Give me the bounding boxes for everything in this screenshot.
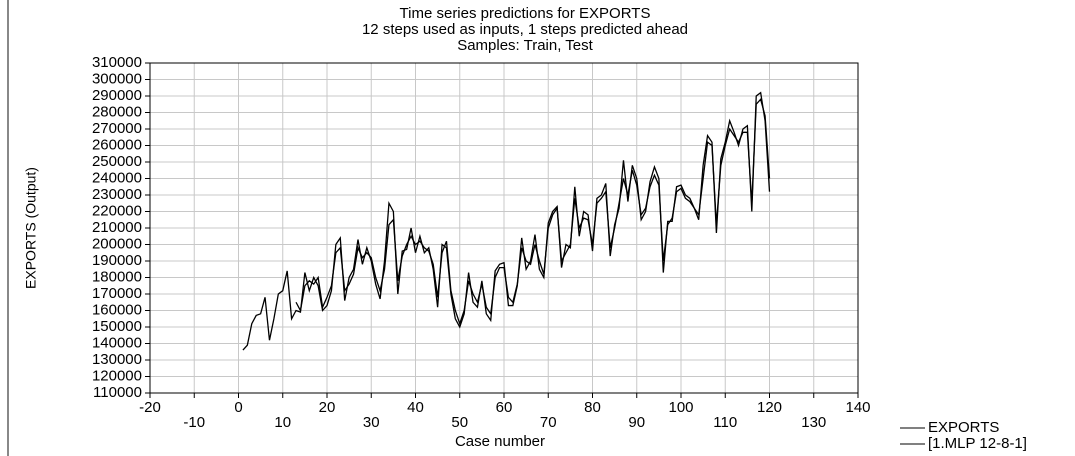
x-tick-label: 0 bbox=[234, 399, 242, 416]
y-tick-label: 300000 bbox=[92, 70, 142, 87]
x-tick-label: 100 bbox=[668, 399, 693, 416]
y-tick-label: 150000 bbox=[92, 318, 142, 335]
plot-frame bbox=[149, 62, 859, 394]
y-tick-label: 170000 bbox=[92, 285, 142, 302]
y-tick-label: 180000 bbox=[92, 268, 142, 285]
chart-title: Time series predictions for EXPORTS bbox=[400, 5, 651, 22]
y-tick-label: 250000 bbox=[92, 153, 142, 170]
y-tick-label: 260000 bbox=[92, 136, 142, 153]
series-line bbox=[242, 91, 771, 351]
x-tick-label: 50 bbox=[451, 414, 468, 431]
y-axis-label: EXPORTS (Output) bbox=[23, 167, 39, 289]
y-tick-label: 190000 bbox=[92, 252, 142, 269]
y-tick-label: 230000 bbox=[92, 186, 142, 203]
y-tick-label: 280000 bbox=[92, 103, 142, 120]
y-tick-label: 240000 bbox=[92, 169, 142, 186]
x-tick-label: 30 bbox=[363, 414, 380, 431]
x-tick-label: 20 bbox=[319, 399, 336, 416]
y-tick-label: 130000 bbox=[92, 351, 142, 368]
y-tick-label: 210000 bbox=[92, 219, 142, 236]
x-tick-label: 130 bbox=[801, 414, 826, 431]
x-tick-label: -10 bbox=[183, 414, 205, 431]
y-tick-label: 140000 bbox=[92, 334, 142, 351]
y-tick-label: 160000 bbox=[92, 301, 142, 318]
x-tick-label: 40 bbox=[407, 399, 424, 416]
y-tick-label: 290000 bbox=[92, 87, 142, 104]
x-tick-label: 110 bbox=[713, 414, 737, 431]
x-tick-label: -20 bbox=[139, 399, 161, 416]
x-axis-label: Case number bbox=[455, 433, 545, 450]
y-tick-label: 120000 bbox=[92, 367, 142, 384]
x-tick-label: 120 bbox=[757, 399, 782, 416]
y-tick-label: 310000 bbox=[92, 54, 142, 71]
x-tick-label: 90 bbox=[628, 414, 645, 431]
y-tick-label: 220000 bbox=[92, 202, 142, 219]
chart-subtitle: Samples: Train, Test bbox=[457, 37, 593, 54]
legend-label: [1.MLP 12-8-1] bbox=[928, 435, 1027, 452]
x-tick-label: 10 bbox=[274, 414, 291, 431]
x-tick-label: 80 bbox=[584, 399, 601, 416]
x-tick-label: 60 bbox=[496, 399, 513, 416]
chart-subtitle: 12 steps used as inputs, 1 steps predict… bbox=[362, 21, 688, 38]
x-tick-label: 70 bbox=[540, 414, 557, 431]
legend-label: EXPORTS bbox=[928, 419, 999, 436]
y-tick-label: 270000 bbox=[92, 120, 142, 137]
y-tick-label: 200000 bbox=[92, 235, 142, 252]
series-line bbox=[295, 97, 771, 326]
y-tick-label: 110000 bbox=[93, 384, 142, 401]
x-tick-label: 140 bbox=[845, 399, 870, 416]
